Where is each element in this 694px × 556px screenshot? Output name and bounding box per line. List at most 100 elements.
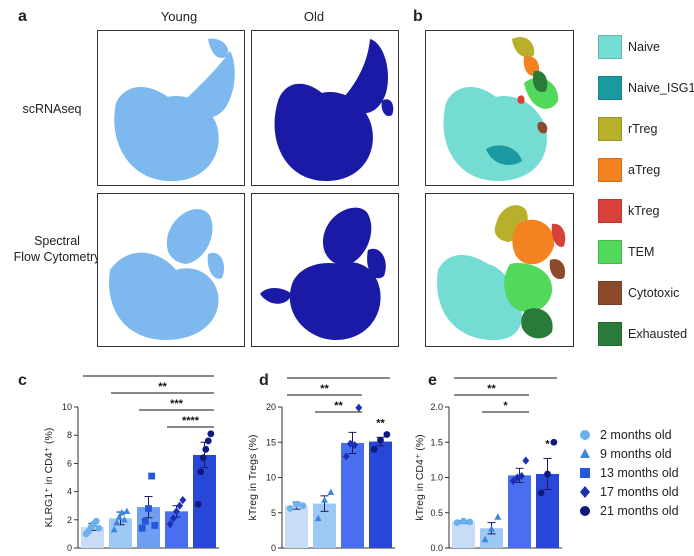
condition-label: 13 months old bbox=[600, 465, 679, 480]
data-point bbox=[151, 522, 159, 529]
legend-swatch bbox=[598, 281, 622, 305]
condition-marker-icon bbox=[580, 485, 590, 498]
umap-old-scrnaseq-plot bbox=[274, 39, 394, 181]
legend-item-cytotoxic: Cytotoxic bbox=[598, 281, 694, 305]
data-point bbox=[383, 431, 391, 438]
y-tick-label: 4 bbox=[67, 487, 72, 497]
umap-old-spectral-plot bbox=[260, 207, 386, 340]
data-point bbox=[113, 518, 121, 526]
y-axis-label: KLRG1⁺ in CD4⁺ (%) bbox=[43, 428, 55, 528]
significance-label: ** bbox=[320, 383, 329, 395]
condition-label: 9 months old bbox=[600, 446, 672, 461]
data-point bbox=[518, 472, 526, 481]
data-point bbox=[141, 517, 149, 525]
column-label-old: Old bbox=[303, 9, 325, 24]
legend-label: rTreg bbox=[628, 122, 658, 136]
data-point bbox=[179, 495, 187, 505]
y-tick-label: 0.0 bbox=[430, 543, 443, 551]
panel-letter-e: e bbox=[428, 372, 437, 389]
data-point bbox=[299, 502, 307, 510]
chart-e-container: 0.0 0.5 1.0 1.5 2.0 kTreg in CD4⁺ (%) ** ** * * bbox=[412, 366, 562, 556]
legend-item-exhausted: Exhausted bbox=[598, 322, 694, 346]
significance-label: **** bbox=[182, 415, 200, 427]
significance-label: ** bbox=[334, 400, 343, 412]
legend-swatch bbox=[598, 35, 622, 59]
umap-young-spectral bbox=[97, 193, 245, 347]
condition-marker-shape bbox=[580, 485, 590, 498]
condition-marker-icon bbox=[580, 505, 590, 516]
legend-swatch bbox=[598, 240, 622, 264]
condition-marker-shape bbox=[580, 505, 590, 516]
legend-label: TEM bbox=[628, 245, 655, 259]
data-point bbox=[481, 535, 489, 543]
condition-legend: 2 months old 9 months old 13 months old 17 … bbox=[578, 425, 679, 520]
umap-old-spectral bbox=[251, 193, 399, 347]
condition-marker-icon bbox=[580, 448, 590, 458]
legend-label: kTreg bbox=[628, 204, 660, 218]
legend-swatch bbox=[598, 322, 622, 346]
legend-item-naive-isg15: Naive_ISG15 bbox=[598, 76, 694, 100]
y-tick-label: 15 bbox=[266, 437, 276, 447]
panel-letter-a: a bbox=[18, 8, 27, 25]
significance-label: ** bbox=[334, 372, 343, 378]
condition-label: 2 months old bbox=[600, 427, 672, 442]
data-point bbox=[176, 501, 184, 510]
data-point bbox=[460, 517, 467, 525]
data-point bbox=[115, 513, 123, 520]
data-point bbox=[342, 452, 350, 461]
chart-d: 0 5 10 15 20 kTreg in Tregs (%) ** ** ** ** bbox=[247, 366, 395, 553]
row-label-scrnaseq-line: scRNAseq bbox=[22, 102, 82, 116]
y-tick-label: 0.5 bbox=[430, 508, 443, 518]
data-point bbox=[494, 513, 502, 520]
data-point bbox=[370, 445, 378, 453]
condition-legend-item: 9 months old bbox=[578, 444, 679, 463]
y-tick-label: 2.0 bbox=[430, 402, 443, 412]
y-tick-label: 10 bbox=[266, 473, 276, 483]
legend-label: aTreg bbox=[628, 163, 661, 177]
data-point bbox=[123, 507, 131, 515]
condition-marker-icon bbox=[580, 429, 590, 440]
umap-young-spectral-plot bbox=[109, 209, 225, 340]
umap-celltype-spectral-plot bbox=[437, 205, 566, 340]
data-point bbox=[95, 524, 103, 532]
legend-item-tem: TEM bbox=[598, 240, 694, 264]
panel-letter-d: d bbox=[259, 372, 269, 389]
legend-swatch bbox=[598, 199, 622, 223]
condition-legend-item: 13 months old bbox=[578, 463, 679, 482]
data-point bbox=[488, 525, 495, 532]
data-point bbox=[145, 505, 152, 512]
bar bbox=[508, 475, 531, 548]
data-point bbox=[92, 517, 100, 525]
data-point bbox=[138, 524, 146, 532]
legend-item-atreg: aTreg bbox=[598, 158, 694, 182]
row-label-spectral-flow: Spectral Flow Cytometry bbox=[2, 233, 112, 265]
data-point bbox=[207, 430, 215, 438]
data-point bbox=[120, 516, 128, 523]
data-point bbox=[204, 437, 212, 445]
data-point bbox=[509, 476, 517, 486]
significance-label: ** bbox=[501, 372, 510, 378]
bar bbox=[109, 518, 132, 548]
significance-label: * bbox=[503, 400, 508, 412]
data-point bbox=[453, 519, 461, 527]
panel-letter-c: c bbox=[18, 372, 27, 389]
legend-item-rtreg: rTreg bbox=[598, 117, 694, 141]
legend-swatch bbox=[598, 158, 622, 182]
legend-swatch bbox=[598, 76, 622, 100]
row-label-spectral-line1: Spectral bbox=[34, 234, 80, 248]
data-point bbox=[513, 473, 521, 482]
legend-item-ktreg: kTreg bbox=[598, 199, 694, 223]
condition-legend-item: 21 months old bbox=[578, 501, 679, 520]
significance-label: ** bbox=[376, 417, 385, 429]
significance-label: * bbox=[545, 438, 550, 450]
data-point bbox=[544, 470, 551, 478]
significance-label: ** bbox=[487, 383, 496, 395]
data-point bbox=[327, 488, 335, 496]
condition-marker-shape bbox=[580, 467, 590, 478]
bar bbox=[480, 528, 503, 548]
y-tick-label: 0 bbox=[271, 543, 276, 551]
umap-celltype-scrnaseq-plot bbox=[443, 36, 559, 181]
y-axis-label: kTreg in Tregs (%) bbox=[247, 435, 259, 521]
